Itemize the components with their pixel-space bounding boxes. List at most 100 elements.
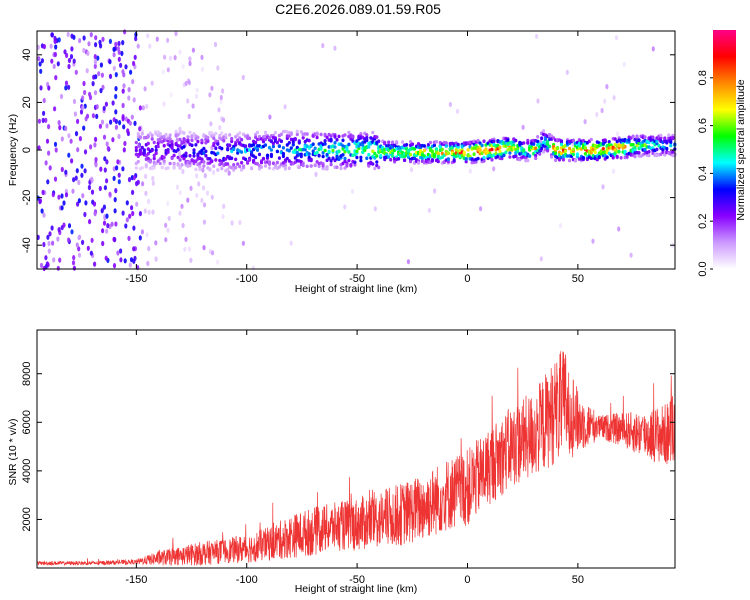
- heatmap-cell: [540, 136, 544, 140]
- heatmap-cell: [53, 106, 57, 112]
- heatmap-cell: [113, 197, 117, 203]
- heatmap-cell: [67, 152, 71, 158]
- heatmap-cell: [70, 158, 74, 164]
- heatmap-cell: [347, 142, 351, 147]
- heatmap-cell: [53, 38, 57, 45]
- snr-x-tick-label: -150: [125, 574, 147, 586]
- heatmap-cell: [108, 38, 112, 45]
- heatmap-cell: [299, 152, 303, 157]
- heatmap-cell: [114, 41, 118, 47]
- heatmap-cell: [111, 100, 115, 106]
- heatmap-cell: [166, 200, 170, 206]
- heatmap-cell: [633, 154, 637, 159]
- heatmap-cell: [78, 234, 82, 240]
- heatmap-cell: [136, 154, 140, 159]
- heatmap-cell: [181, 168, 185, 175]
- heatmap-cell: [62, 222, 66, 228]
- heatmap-cell: [181, 222, 185, 229]
- heatmap-cell: [58, 125, 62, 131]
- heatmap-cell: [72, 265, 76, 271]
- heatmap-cell: [309, 164, 313, 168]
- heatmap-cell: [536, 98, 540, 104]
- heatmap-cell: [146, 33, 150, 39]
- heatmap-cell: [230, 156, 234, 161]
- heatmap-cell: [142, 148, 146, 152]
- heatmap-cell: [216, 259, 220, 265]
- heatmap-y-tick-label: -20: [21, 190, 33, 206]
- heatmap-cell: [216, 142, 220, 146]
- heatmap-cell: [203, 173, 207, 179]
- heatmap-cell: [51, 192, 55, 198]
- heatmap-cell: [220, 131, 224, 135]
- heatmap-cell: [196, 135, 200, 140]
- heatmap-cell: [129, 69, 133, 75]
- heatmap-cell: [172, 166, 176, 170]
- heatmap-cell: [432, 153, 436, 158]
- heatmap-cell: [232, 147, 236, 151]
- heatmap-cell: [234, 157, 238, 162]
- heatmap-cell: [269, 154, 273, 159]
- heatmap-cell: [152, 163, 156, 168]
- heatmap-cell: [391, 140, 395, 144]
- heatmap-cell: [146, 260, 150, 267]
- heatmap-cell: [72, 255, 76, 261]
- heatmap-cell: [319, 144, 323, 149]
- heatmap-cell: [100, 72, 104, 78]
- heatmap-cell: [209, 121, 213, 127]
- heatmap-cell: [452, 158, 456, 162]
- heatmap-cell: [220, 166, 224, 171]
- heatmap-cell: [625, 155, 629, 159]
- heatmap-cell: [202, 245, 206, 251]
- heatmap-cell: [213, 41, 218, 48]
- heatmap-cell: [147, 246, 151, 252]
- heatmap-cell: [37, 118, 42, 124]
- heatmap-cell: [250, 166, 254, 170]
- heatmap-cell: [105, 159, 109, 165]
- heatmap-cell: [187, 78, 191, 84]
- heatmap-cell: [216, 151, 220, 156]
- heatmap-cell: [321, 151, 325, 155]
- heatmap-cell: [208, 167, 212, 171]
- heatmap-cell: [131, 79, 135, 85]
- heatmap-cell: [238, 164, 242, 169]
- heatmap-cell: [144, 173, 148, 179]
- heatmap-cell: [498, 145, 502, 150]
- heatmap-cell: [87, 41, 91, 47]
- heatmap-cell: [144, 163, 148, 167]
- heatmap-cell: [446, 157, 450, 161]
- colorbar-tick-label: 0.2: [697, 214, 709, 229]
- heatmap-cell: [275, 160, 279, 165]
- heatmap-cell: [82, 35, 86, 41]
- heatmap-cell: [121, 88, 125, 94]
- heatmap-cell: [128, 213, 132, 219]
- heatmap-cell: [214, 131, 218, 136]
- heatmap-cell: [438, 145, 442, 149]
- heatmap-cell: [315, 135, 319, 140]
- heatmap-cell: [131, 189, 135, 195]
- heatmap-cell: [42, 212, 46, 218]
- heatmap-cell: [77, 252, 82, 258]
- heatmap-cell: [514, 154, 518, 158]
- heatmap-cell: [426, 143, 430, 147]
- heatmap-cell: [313, 163, 317, 167]
- heatmap-cell: [46, 179, 50, 185]
- heatmap-cell: [77, 179, 81, 186]
- heatmap-cell: [315, 150, 319, 155]
- heatmap-cell: [492, 166, 496, 172]
- heatmap-cell: [47, 150, 51, 156]
- heatmap-cell: [293, 156, 297, 160]
- heatmap-cell: [234, 142, 238, 146]
- heatmap-cell: [47, 85, 51, 91]
- heatmap-cell: [186, 98, 190, 104]
- heatmap-cell: [136, 159, 140, 164]
- heatmap-cell: [238, 219, 242, 226]
- heatmap-cell: [468, 168, 472, 174]
- heatmap-cell: [546, 142, 550, 147]
- heatmap-cell: [221, 88, 225, 94]
- heatmap-cell: [536, 135, 540, 139]
- heatmap-cell: [143, 86, 147, 92]
- heatmap-cell: [134, 36, 138, 42]
- heatmap-cell: [140, 132, 144, 136]
- heatmap-cell: [178, 49, 182, 55]
